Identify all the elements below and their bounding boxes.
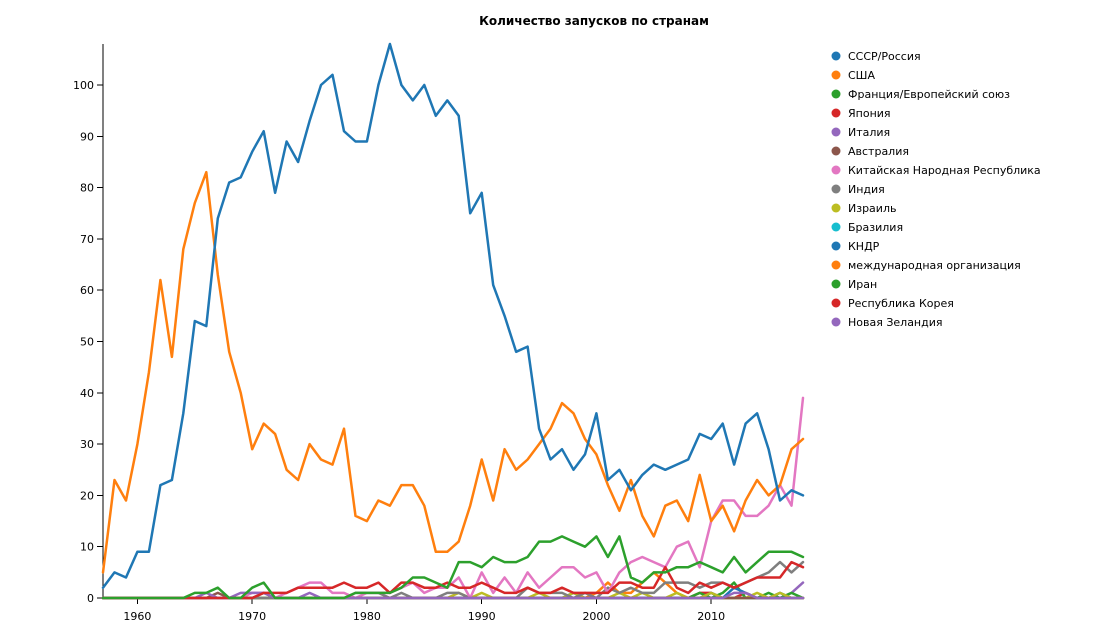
legend-marker: [831, 203, 841, 213]
y-tick-label: 60: [80, 284, 94, 297]
legend-item: Австралия: [831, 145, 909, 158]
legend-label: СССР/Россия: [848, 50, 921, 63]
legend-label: Италия: [848, 126, 890, 139]
legend-item: Новая Зеландия: [831, 316, 943, 329]
y-tick-label: 50: [80, 336, 94, 349]
legend-label: Япония: [848, 107, 891, 120]
x-tick-label: 2000: [582, 610, 610, 623]
x-tick-label: 1980: [353, 610, 381, 623]
y-tick-label: 20: [80, 489, 94, 502]
y-tick-label: 80: [80, 182, 94, 195]
legend-item: Китайская Народная Республика: [831, 164, 1041, 177]
legend-item: Бразилия: [831, 221, 903, 234]
legend-marker: [831, 165, 841, 175]
legend-label: США: [848, 69, 875, 82]
legend-label: Индия: [848, 183, 885, 196]
legend-label: Австралия: [848, 145, 909, 158]
x-tick-label: 1960: [123, 610, 151, 623]
y-tick-label: 40: [80, 387, 94, 400]
legend-label: Республика Корея: [848, 297, 954, 310]
legend-label: КНДР: [848, 240, 880, 253]
y-tick-label: 90: [80, 130, 94, 143]
x-tick-label: 1990: [468, 610, 496, 623]
legend-item: международная организация: [831, 259, 1021, 272]
y-axis: 0 10 20 30 40 50 60 70 80 90 100: [73, 44, 104, 605]
y-tick-label: 10: [80, 541, 94, 554]
legend-label: Новая Зеландия: [848, 316, 943, 329]
legend-marker: [831, 184, 841, 194]
legend-item: КНДР: [831, 240, 880, 253]
x-tick-label: 2010: [697, 610, 725, 623]
legend-label: Франция/Европейский союз: [848, 88, 1010, 101]
legend-item: Республика Корея: [831, 297, 954, 310]
legend-label: Бразилия: [848, 221, 903, 234]
legend-marker: [831, 260, 841, 270]
chart-title: Количество запусков по странам: [479, 14, 709, 28]
legend-label: международная организация: [848, 259, 1021, 272]
y-tick-label: 30: [80, 438, 94, 451]
legend-marker: [831, 317, 841, 327]
series-line-1: [101, 170, 805, 574]
legend: СССР/Россия США Франция/Европейский союз Яп…: [831, 50, 1041, 329]
legend-label: Иран: [848, 278, 877, 291]
series-line-2: [101, 535, 805, 600]
legend-item: Индия: [831, 183, 885, 196]
legend-marker: [831, 279, 841, 289]
legend-label: Израиль: [848, 202, 896, 215]
series-line-6: [101, 396, 805, 600]
legend-item: Италия: [831, 126, 890, 139]
legend-marker: [831, 51, 841, 61]
y-tick-label: 70: [80, 233, 94, 246]
series-line-0: [101, 42, 805, 589]
legend-marker: [831, 70, 841, 80]
legend-item: США: [831, 69, 875, 82]
legend-marker: [831, 89, 841, 99]
legend-item: Израиль: [831, 202, 896, 215]
legend-item: Франция/Европейский союз: [831, 88, 1010, 101]
plot-lines: [101, 42, 805, 600]
legend-marker: [831, 127, 841, 137]
legend-marker: [831, 108, 841, 118]
y-tick-label: 0: [87, 592, 94, 605]
legend-item: Япония: [831, 107, 891, 120]
legend-marker: [831, 146, 841, 156]
series-line-3: [101, 560, 805, 600]
legend-item: СССР/Россия: [831, 50, 921, 63]
legend-marker: [831, 298, 841, 308]
legend-marker: [831, 222, 841, 232]
y-tick-label: 100: [73, 79, 94, 92]
legend-label: Китайская Народная Республика: [848, 164, 1041, 177]
legend-marker: [831, 241, 841, 251]
x-tick-label: 1970: [238, 610, 266, 623]
legend-item: Иран: [831, 278, 877, 291]
x-axis: 1960 1970 1980 1990 2000 2010: [103, 597, 803, 623]
